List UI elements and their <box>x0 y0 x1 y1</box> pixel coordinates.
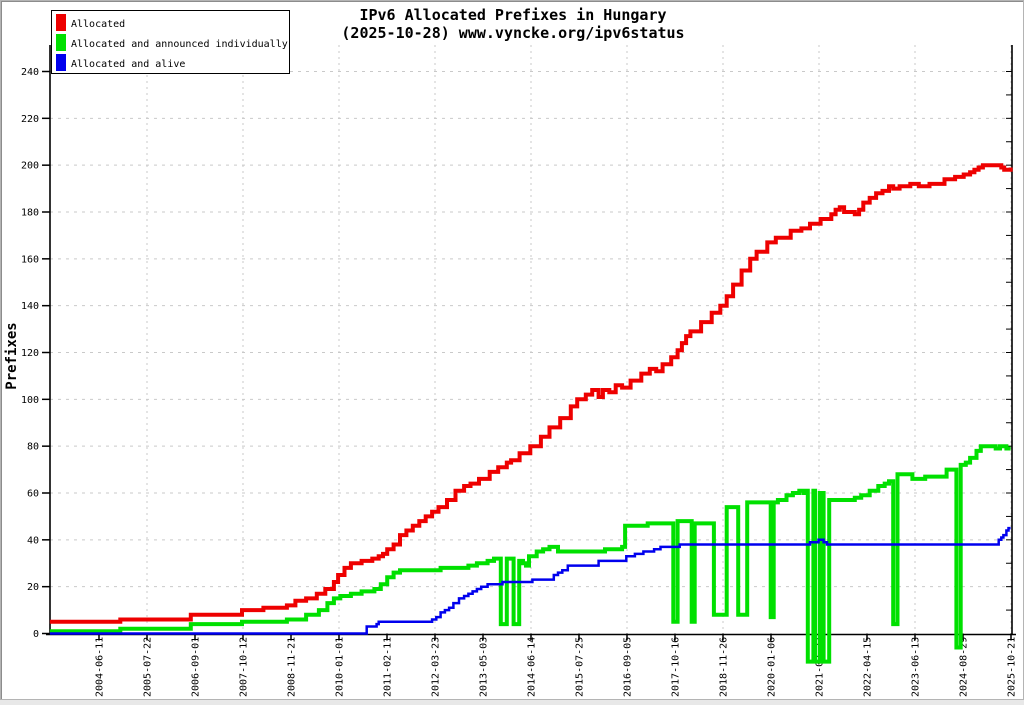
legend-label: Allocated and alive <box>71 59 185 70</box>
x-tick-label-2012-03-23: 2012-03-23 <box>431 637 442 697</box>
x-tick-label-2013-05-03: 2013-05-03 <box>479 637 490 697</box>
x-tick-label-2008-11-21: 2008-11-21 <box>287 637 298 697</box>
green-series-line <box>49 444 1011 664</box>
y-tick-label-240: 240 <box>21 67 39 78</box>
legend-border <box>51 10 290 74</box>
legend-label: Allocated <box>71 19 125 30</box>
legend-swatch-blue <box>56 54 66 71</box>
legend-item-allocated: Allocated <box>56 14 125 31</box>
y-tick-label-60: 60 <box>27 489 39 500</box>
y-tick-label-200: 200 <box>21 161 39 172</box>
x-tick-label-2005-07-22: 2005-07-22 <box>143 637 154 697</box>
y-tick-label-140: 140 <box>21 301 39 312</box>
y-tick-label-40: 40 <box>27 535 39 546</box>
axes <box>42 45 1016 641</box>
x-tick-label-2014-06-14: 2014-06-14 <box>527 637 538 697</box>
y-tick-label-180: 180 <box>21 208 39 219</box>
y-tick-label-220: 220 <box>21 114 39 125</box>
x-tick-label-2010-01-01: 2010-01-01 <box>335 637 346 697</box>
y-tick-label-80: 80 <box>27 442 39 453</box>
y-tick-label-100: 100 <box>21 395 39 406</box>
legend-item-alive: Allocated and alive <box>56 54 185 71</box>
x-tick-label-2016-09-05: 2016-09-05 <box>623 637 634 697</box>
y-tick-label-160: 160 <box>21 254 39 265</box>
x-tick-label-2017-10-16: 2017-10-16 <box>671 637 682 697</box>
legend-swatch-green <box>56 34 66 51</box>
x-tick-label-2024-08-29: 2024-08-29 <box>959 637 970 697</box>
chart-title: IPv6 Allocated Prefixes in Hungary <box>359 6 666 24</box>
x-tick-label-2011-02-11: 2011-02-11 <box>383 637 394 697</box>
x-tick-label-2015-07-25: 2015-07-25 <box>575 637 586 697</box>
x-tick-label-2021-02-27: 2021-02-27 <box>815 637 826 697</box>
x-tick-label-2020-01-06: 2020-01-06 <box>767 637 778 697</box>
legend-swatch-red <box>56 14 66 31</box>
y-tick-label-120: 120 <box>21 348 39 359</box>
legend-label: Allocated and announced individually <box>71 39 288 50</box>
y-axis-title: Prefixes <box>4 322 20 389</box>
x-axis-tick-labels: 2004-06-11 2005-07-22 2006-09-01 2007-10-12… <box>95 637 1018 697</box>
x-tick-label-2025-10-21: 2025-10-21 <box>1007 637 1018 697</box>
chart-subtitle: (2025-10-28) www.vyncke.org/ipv6status <box>341 24 684 42</box>
x-tick-label-2006-09-01: 2006-09-01 <box>191 637 202 697</box>
y-tick-label-20: 20 <box>27 582 39 593</box>
red-series-line <box>49 163 1013 624</box>
x-tick-label-2018-11-26: 2018-11-26 <box>719 637 730 697</box>
x-tick-label-2022-04-15: 2022-04-15 <box>863 637 874 697</box>
y-axis-tick-labels: 0 20 40 60 80 100 120 140 160 180 200 220 240 <box>21 67 39 640</box>
legend-box: Allocated Allocated and announced indivi… <box>51 10 290 74</box>
x-tick-label-2023-06-13: 2023-06-13 <box>911 637 922 697</box>
x-tick-label-2007-10-12: 2007-10-12 <box>239 637 250 697</box>
blue-series-line <box>49 526 1011 635</box>
data-series-lines <box>49 163 1013 664</box>
legend-item-announced: Allocated and announced individually <box>56 34 288 51</box>
x-tick-label-2004-06-11: 2004-06-11 <box>95 637 106 697</box>
y-tick-label-0: 0 <box>33 629 39 640</box>
